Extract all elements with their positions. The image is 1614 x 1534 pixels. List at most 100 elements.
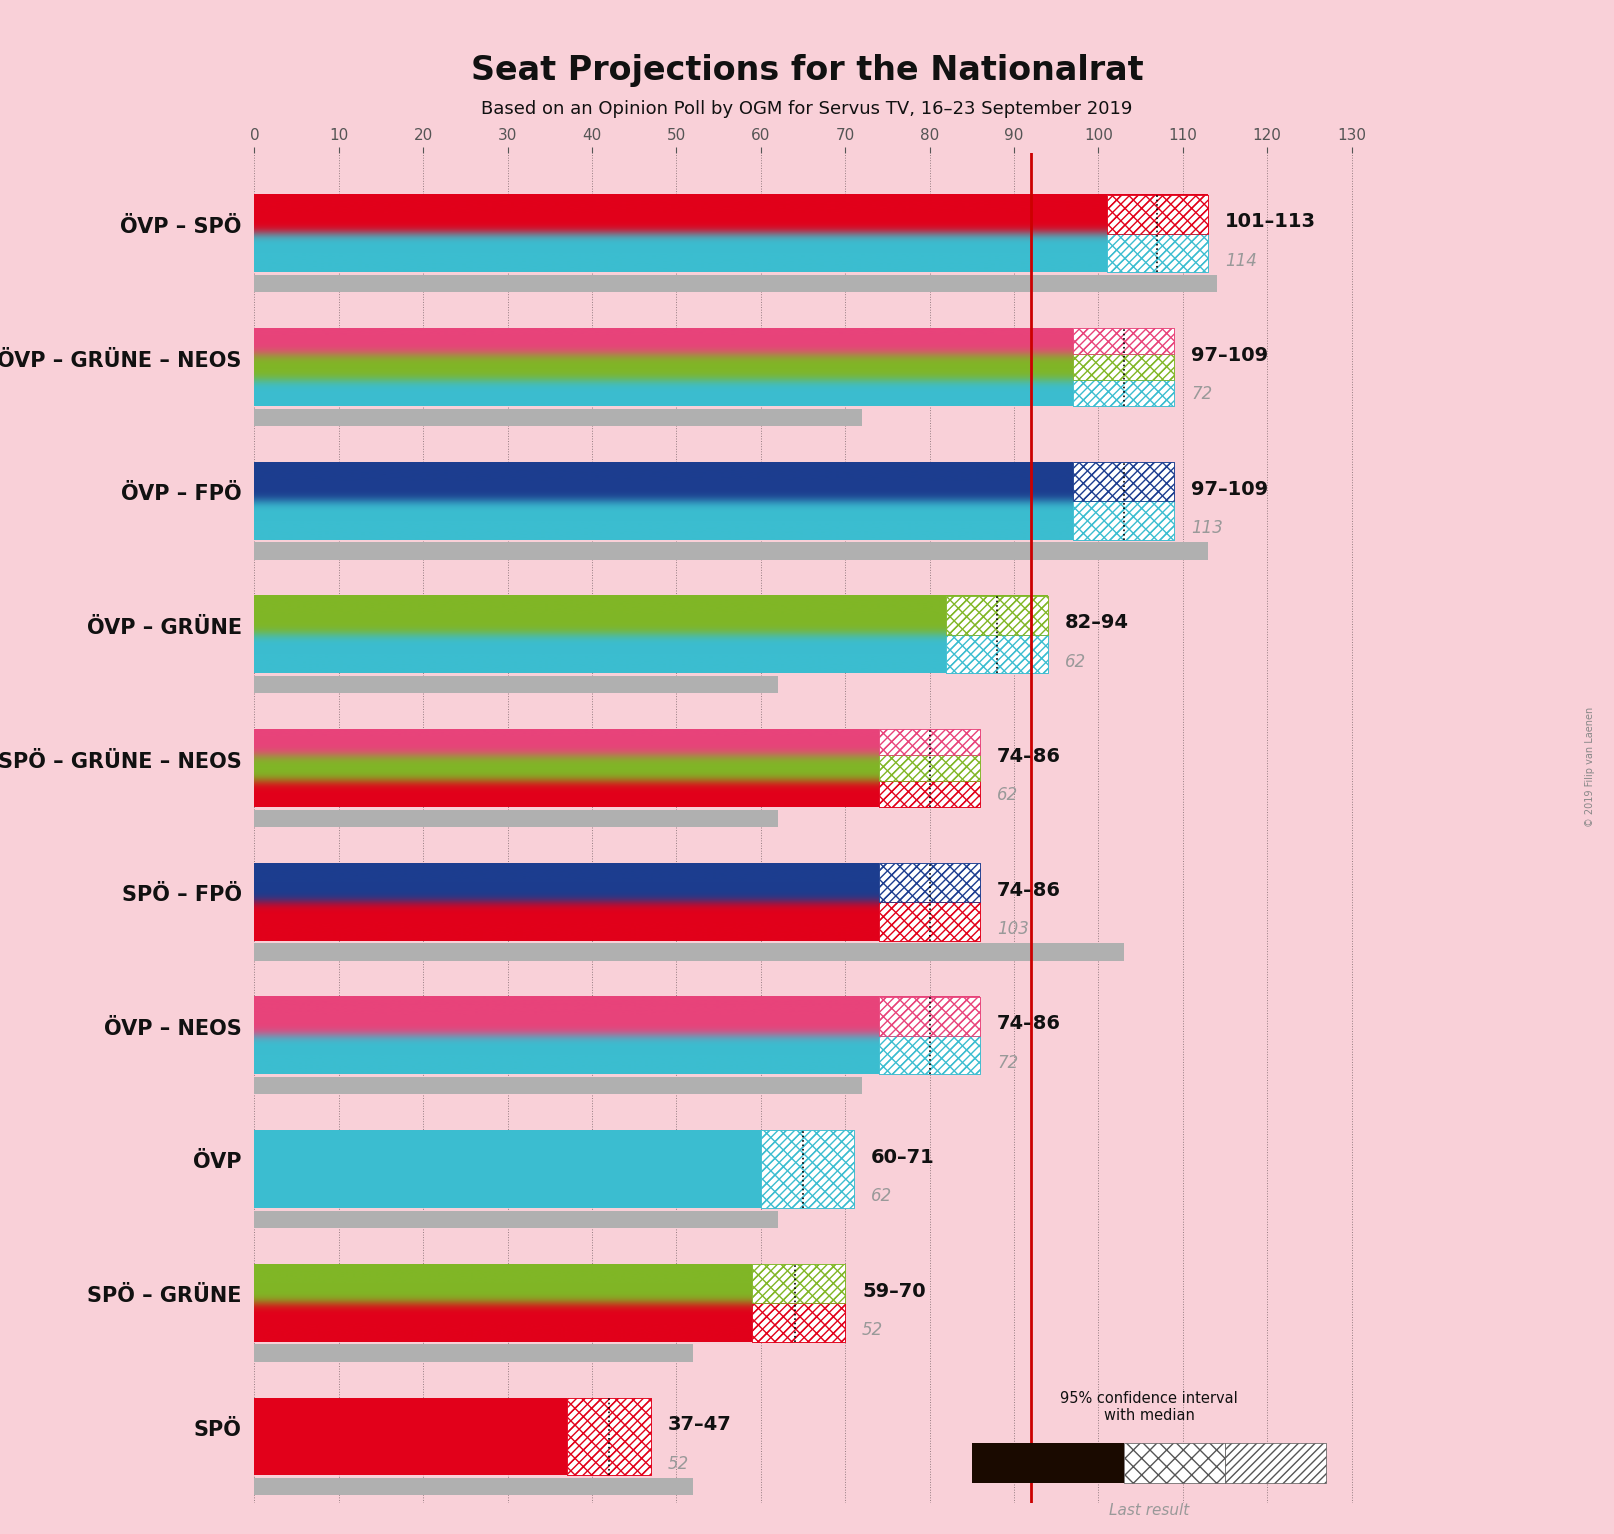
Bar <box>1107 233 1207 273</box>
Bar <box>255 1397 650 1476</box>
Bar <box>880 755 980 781</box>
Bar <box>255 408 862 426</box>
Bar <box>567 1397 650 1476</box>
Text: 37–47: 37–47 <box>668 1416 731 1434</box>
Text: 74–86: 74–86 <box>997 1014 1060 1034</box>
Text: 62: 62 <box>870 1187 891 1206</box>
Bar <box>1073 380 1175 407</box>
Text: 60–71: 60–71 <box>870 1147 935 1167</box>
Bar <box>255 275 1217 293</box>
Bar <box>880 1035 980 1074</box>
Text: SPÖ – GRÜNE: SPÖ – GRÜNE <box>87 1285 242 1305</box>
Text: ÖVP – GRÜNE – NEOS: ÖVP – GRÜNE – NEOS <box>0 351 242 371</box>
Bar <box>752 1264 846 1302</box>
Text: 52: 52 <box>668 1454 689 1473</box>
Bar <box>752 1302 846 1342</box>
Bar <box>880 902 980 940</box>
Text: 62: 62 <box>997 787 1018 804</box>
Bar <box>880 781 980 807</box>
Bar <box>880 902 980 940</box>
Bar <box>760 1131 854 1207</box>
Bar <box>1073 328 1175 354</box>
Bar <box>880 1035 980 1074</box>
Bar <box>1123 1443 1225 1483</box>
Bar <box>255 543 1207 560</box>
Text: 114: 114 <box>1225 252 1257 270</box>
Bar <box>1073 380 1175 407</box>
Bar <box>567 1397 650 1476</box>
Text: 101–113: 101–113 <box>1225 213 1315 232</box>
Bar <box>1073 354 1175 380</box>
Bar <box>880 864 980 902</box>
Bar <box>1073 328 1175 354</box>
Bar <box>1073 328 1175 354</box>
Bar <box>1073 462 1175 502</box>
Text: Last result: Last result <box>1109 1503 1190 1519</box>
Bar <box>880 781 980 807</box>
Bar <box>752 1264 846 1302</box>
Text: 97–109: 97–109 <box>1191 347 1269 365</box>
Bar <box>1073 502 1175 540</box>
Bar <box>880 781 980 807</box>
Bar <box>752 1302 846 1342</box>
Bar <box>752 1302 846 1342</box>
Bar <box>880 755 980 781</box>
Text: 72: 72 <box>1191 385 1212 403</box>
Bar <box>255 1344 694 1362</box>
Bar <box>1073 354 1175 380</box>
Text: ÖVP – FPÖ: ÖVP – FPÖ <box>121 485 242 505</box>
Text: 95% confidence interval
with median: 95% confidence interval with median <box>1060 1391 1238 1424</box>
Bar <box>946 595 1047 635</box>
Bar <box>760 1131 854 1207</box>
Bar <box>255 1131 854 1207</box>
Text: ÖVP – NEOS: ÖVP – NEOS <box>103 1019 242 1039</box>
Bar <box>1225 1443 1327 1483</box>
Bar <box>1073 502 1175 540</box>
Bar <box>1073 380 1175 407</box>
Bar <box>880 864 980 902</box>
Bar <box>946 595 1047 635</box>
Bar <box>880 1035 980 1074</box>
Bar <box>752 1264 846 1302</box>
Text: 72: 72 <box>997 1054 1018 1072</box>
Text: 74–86: 74–86 <box>997 747 1060 765</box>
Bar <box>1107 233 1207 273</box>
Bar <box>1073 502 1175 540</box>
Bar <box>1107 195 1207 233</box>
Text: ÖVP: ÖVP <box>194 1152 242 1172</box>
Bar <box>880 902 980 940</box>
Bar <box>946 635 1047 673</box>
Bar <box>880 997 980 1035</box>
Text: 113: 113 <box>1191 518 1223 537</box>
Text: 62: 62 <box>1065 652 1086 670</box>
Bar <box>255 676 778 693</box>
Bar <box>1107 195 1207 233</box>
Text: Seat Projections for the Nationalrat: Seat Projections for the Nationalrat <box>471 54 1143 87</box>
Text: © 2019 Filip van Laenen: © 2019 Filip van Laenen <box>1585 707 1595 827</box>
Text: SPÖ: SPÖ <box>194 1420 242 1440</box>
Text: Based on an Opinion Poll by OGM for Servus TV, 16–23 September 2019: Based on an Opinion Poll by OGM for Serv… <box>481 100 1133 118</box>
Bar <box>567 1397 650 1476</box>
Bar <box>880 755 980 781</box>
Bar <box>255 1077 862 1094</box>
Bar <box>1073 354 1175 380</box>
Text: 59–70: 59–70 <box>862 1282 926 1301</box>
Bar <box>946 635 1047 673</box>
Text: SPÖ – FPÖ: SPÖ – FPÖ <box>121 885 242 905</box>
Bar <box>972 1443 1123 1483</box>
Bar <box>880 730 980 755</box>
Bar <box>946 635 1047 673</box>
Bar <box>1073 462 1175 502</box>
Bar <box>880 997 980 1035</box>
Bar <box>255 1477 694 1496</box>
Text: 82–94: 82–94 <box>1065 614 1128 632</box>
Bar <box>946 595 1047 635</box>
Text: 97–109: 97–109 <box>1191 480 1269 499</box>
Bar <box>255 810 778 827</box>
Bar <box>255 943 1123 960</box>
Bar <box>1107 233 1207 273</box>
Text: ÖVP – SPÖ: ÖVP – SPÖ <box>121 216 242 236</box>
Text: 52: 52 <box>862 1321 883 1339</box>
Bar <box>255 1210 778 1229</box>
Bar <box>880 730 980 755</box>
